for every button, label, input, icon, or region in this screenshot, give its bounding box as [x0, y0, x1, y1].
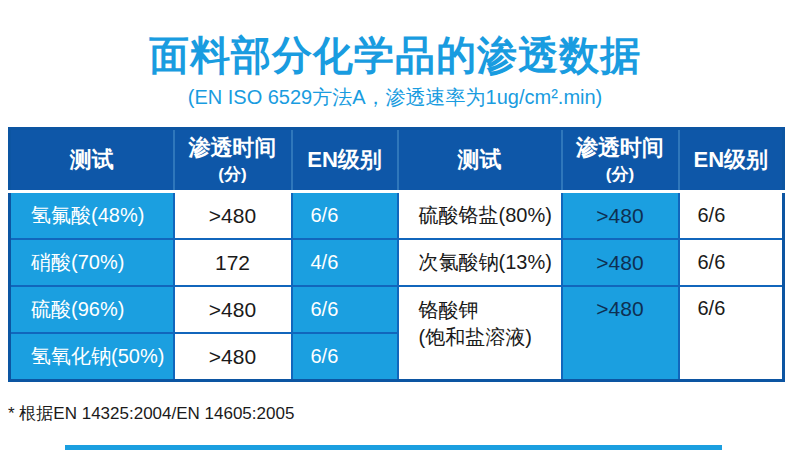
level-cell: 6/6	[292, 192, 398, 240]
header-time-unit: (分)	[218, 165, 246, 184]
header-time-unit: (分)	[606, 165, 634, 184]
level-cell: 6/6	[679, 192, 784, 240]
page-subtitle: (EN ISO 6529方法A，渗透速率为1ug/cm².min)	[0, 84, 790, 111]
time-cell: >480	[174, 286, 292, 333]
footnote: * 根据EN 14325:2004/EN 14605:2005	[8, 402, 294, 425]
chemical-name-line1: 铬酸钾	[419, 299, 479, 321]
chemical-cell: 铬酸钾 (饱和盐溶液)	[398, 286, 562, 381]
chemical-cell: 氢氧化钠(50%)	[10, 333, 174, 381]
time-cell: >480	[562, 286, 679, 381]
header-time-label: 渗透时间	[576, 135, 664, 160]
permeation-table: 测试 渗透时间 (分) EN级别 测试 渗透时间 (分) EN级别 氢氟酸(48…	[8, 127, 785, 382]
table-row: 氢氟酸(48%) >480 6/6 硫酸铬盐(80%) >480 6/6	[10, 192, 784, 240]
header-level-left: EN级别	[292, 129, 398, 192]
header-time-right: 渗透时间 (分)	[562, 129, 679, 192]
level-cell: 6/6	[292, 333, 398, 381]
table-row: 硝酸(70%) 172 4/6 次氯酸钠(13%) >480 6/6	[10, 239, 784, 286]
chemical-name-line2: (饱和盐溶液)	[419, 324, 561, 351]
level-cell: 4/6	[292, 239, 398, 286]
time-cell: >480	[174, 333, 292, 381]
level-cell: 6/6	[679, 239, 784, 286]
time-cell: >480	[562, 239, 679, 286]
header-test-right: 测试	[398, 129, 562, 192]
header-test-left: 测试	[10, 129, 174, 192]
time-cell: >480	[562, 192, 679, 240]
chemical-cell: 硫酸(96%)	[10, 286, 174, 333]
time-cell: 172	[174, 239, 292, 286]
page-title: 面料部分化学品的渗透数据	[0, 28, 790, 83]
table-row: 硫酸(96%) >480 6/6 铬酸钾 (饱和盐溶液) >480 6/6	[10, 286, 784, 333]
header-time-label: 渗透时间	[189, 135, 277, 160]
bottom-decorative-bar	[65, 445, 722, 450]
level-cell: 6/6	[679, 286, 784, 381]
chemical-cell: 氢氟酸(48%)	[10, 192, 174, 240]
level-cell: 6/6	[292, 286, 398, 333]
infographic-page: 面料部分化学品的渗透数据 (EN ISO 6529方法A，渗透速率为1ug/cm…	[0, 0, 790, 450]
chemical-cell: 硝酸(70%)	[10, 239, 174, 286]
chemical-cell: 硫酸铬盐(80%)	[398, 192, 562, 240]
time-cell: >480	[174, 192, 292, 240]
header-time-left: 渗透时间 (分)	[174, 129, 292, 192]
table-header-row: 测试 渗透时间 (分) EN级别 测试 渗透时间 (分) EN级别	[10, 129, 784, 192]
chemical-cell: 次氯酸钠(13%)	[398, 239, 562, 286]
header-level-right: EN级别	[679, 129, 784, 192]
